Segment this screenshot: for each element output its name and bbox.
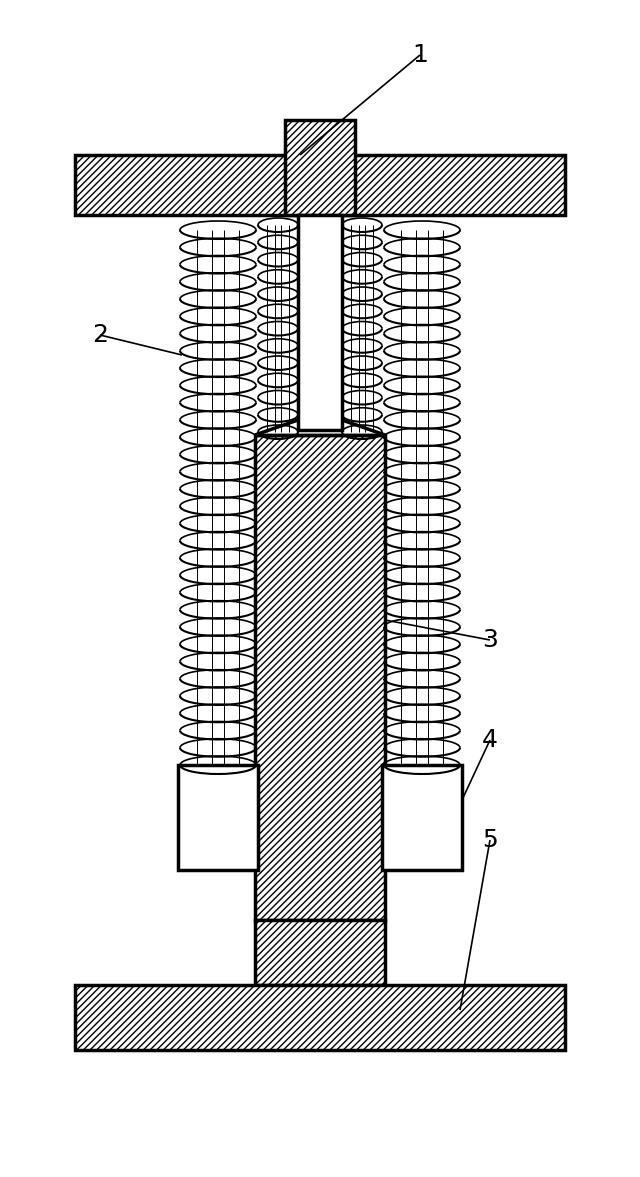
Text: 2: 2 <box>92 322 108 347</box>
Bar <box>285 120 355 215</box>
Text: 5: 5 <box>482 827 498 852</box>
Text: 3: 3 <box>482 629 498 652</box>
Bar <box>75 985 565 1050</box>
Bar <box>255 435 385 920</box>
Bar <box>298 215 342 430</box>
Bar <box>178 765 258 870</box>
Bar <box>75 155 565 215</box>
Bar <box>255 920 385 985</box>
Text: 4: 4 <box>482 729 498 752</box>
Text: 1: 1 <box>412 44 428 67</box>
Bar <box>382 765 462 870</box>
